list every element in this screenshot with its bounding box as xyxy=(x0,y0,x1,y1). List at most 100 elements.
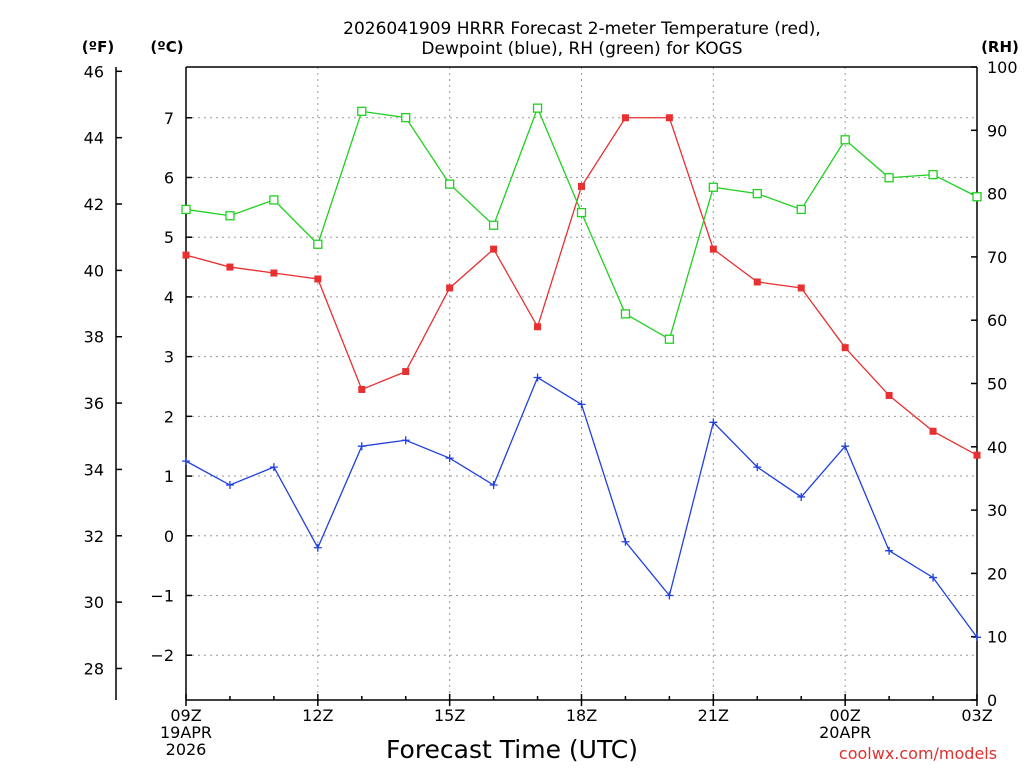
fahrenheit-tick-label: 42 xyxy=(84,195,104,214)
celsius-tick-label: 7 xyxy=(164,109,174,128)
temperature-point xyxy=(621,114,629,122)
unit-rh: (RH) xyxy=(981,38,1019,56)
rh-tick-label: 60 xyxy=(987,311,1007,330)
dewpoint-point xyxy=(577,400,586,409)
dewpoint-point xyxy=(489,481,498,490)
rh-point xyxy=(357,106,367,116)
temperature-point xyxy=(270,269,278,277)
temperature-point xyxy=(709,245,717,253)
x-tick-label: 20APR xyxy=(819,723,871,742)
fahrenheit-tick-label: 36 xyxy=(84,394,104,413)
chart-title-line1: 2026041909 HRRR Forecast 2-meter Tempera… xyxy=(343,19,821,39)
rh-point xyxy=(225,211,235,221)
dewpoint-point xyxy=(709,418,718,427)
celsius-tick-label: 6 xyxy=(164,168,174,187)
celsius-tick-label: 5 xyxy=(164,228,174,247)
x-tick-label: 18Z xyxy=(566,706,597,725)
temperature-point xyxy=(578,182,585,190)
celsius-tick-label: 2 xyxy=(164,407,174,426)
dewpoint-point xyxy=(225,481,234,490)
temperature-point xyxy=(446,284,454,292)
x-tick-label: 21Z xyxy=(698,706,729,725)
rh-point xyxy=(401,112,411,123)
x-tick-label: 19APR xyxy=(160,723,212,742)
rh-point xyxy=(576,207,587,218)
dewpoint-point xyxy=(313,543,322,552)
rh-point xyxy=(884,173,894,183)
temperature-point xyxy=(314,275,322,283)
x-tick-label: 2026 xyxy=(166,740,207,759)
celsius-tick-label: 3 xyxy=(164,348,174,367)
dewpoint-point xyxy=(973,633,981,642)
dewpoint-point xyxy=(665,591,674,600)
dewpoint-point xyxy=(445,454,454,463)
dewpoint-point xyxy=(797,492,806,501)
temperature-point xyxy=(885,391,893,399)
rh-point xyxy=(445,179,455,189)
celsius-tick-label: −2 xyxy=(150,646,174,665)
dewpoint-point xyxy=(841,442,850,451)
temperature-point xyxy=(534,323,542,331)
rh-point xyxy=(181,204,191,215)
temperature-point xyxy=(358,385,366,393)
dewpoint-point xyxy=(929,573,938,582)
rh-tick-label: 80 xyxy=(987,185,1007,204)
rh-tick-label: 0 xyxy=(987,691,997,710)
dewpoint-point xyxy=(533,373,542,382)
rh-point xyxy=(488,220,499,230)
x-tick-label: 03Z xyxy=(961,706,992,725)
fahrenheit-tick-label: 44 xyxy=(84,129,104,148)
celsius-tick-label: 0 xyxy=(164,527,174,546)
axes: 28303234363840424446−2−10123456701020304… xyxy=(84,58,1018,759)
dewpoint-point xyxy=(401,436,410,445)
dewpoint-point xyxy=(621,537,630,546)
data-series xyxy=(181,103,982,642)
fahrenheit-tick-label: 28 xyxy=(84,659,104,678)
temperature-point xyxy=(226,263,234,271)
rh-tick-label: 100 xyxy=(987,58,1018,77)
rh-tick-label: 40 xyxy=(987,438,1007,457)
unit-fahrenheit: (ºF) xyxy=(82,38,114,56)
fahrenheit-tick-label: 38 xyxy=(84,328,104,347)
rh-point xyxy=(840,135,850,145)
dewpoint-point xyxy=(753,463,762,472)
rh-point xyxy=(620,309,631,319)
grid-lines xyxy=(186,67,977,700)
temperature-point xyxy=(797,284,805,292)
rh-tick-label: 90 xyxy=(987,121,1007,140)
chart-title-line2: Dewpoint (blue), RH (green) for KOGS xyxy=(421,39,742,59)
temperature-point xyxy=(182,251,190,259)
dewpoint-point xyxy=(357,442,366,451)
credit-text: coolwx.com/models xyxy=(839,744,997,763)
fahrenheit-tick-label: 46 xyxy=(84,62,104,81)
rh-point xyxy=(664,334,675,344)
x-tick-label: 00Z xyxy=(830,706,861,725)
temperature-point xyxy=(841,344,849,352)
dewpoint-point xyxy=(269,463,278,472)
temperature-point xyxy=(973,451,981,459)
x-tick-label: 09Z xyxy=(170,706,201,725)
rh-point xyxy=(752,188,762,199)
dewpoint-point xyxy=(182,457,190,466)
celsius-tick-label: 4 xyxy=(164,288,174,307)
celsius-tick-label: 1 xyxy=(164,467,174,486)
fahrenheit-tick-label: 40 xyxy=(84,261,104,280)
fahrenheit-tick-label: 34 xyxy=(84,460,104,479)
temperature-point xyxy=(490,245,498,253)
temperature-point xyxy=(402,368,410,376)
rh-point xyxy=(708,182,718,192)
rh-tick-label: 50 xyxy=(987,375,1007,394)
x-axis-label: Forecast Time (UTC) xyxy=(386,735,638,764)
rh-point xyxy=(313,239,323,249)
x-tick-label: 15Z xyxy=(434,706,465,725)
rh-tick-label: 20 xyxy=(987,564,1007,583)
dewpoint-point xyxy=(885,546,894,555)
fahrenheit-tick-label: 32 xyxy=(84,527,104,546)
x-tick-label: 12Z xyxy=(302,706,333,725)
rh-point xyxy=(796,204,806,215)
rh-point xyxy=(532,103,543,113)
temperature-point xyxy=(929,427,937,435)
unit-celsius: (ºC) xyxy=(150,38,183,56)
temperature-point xyxy=(665,114,673,122)
